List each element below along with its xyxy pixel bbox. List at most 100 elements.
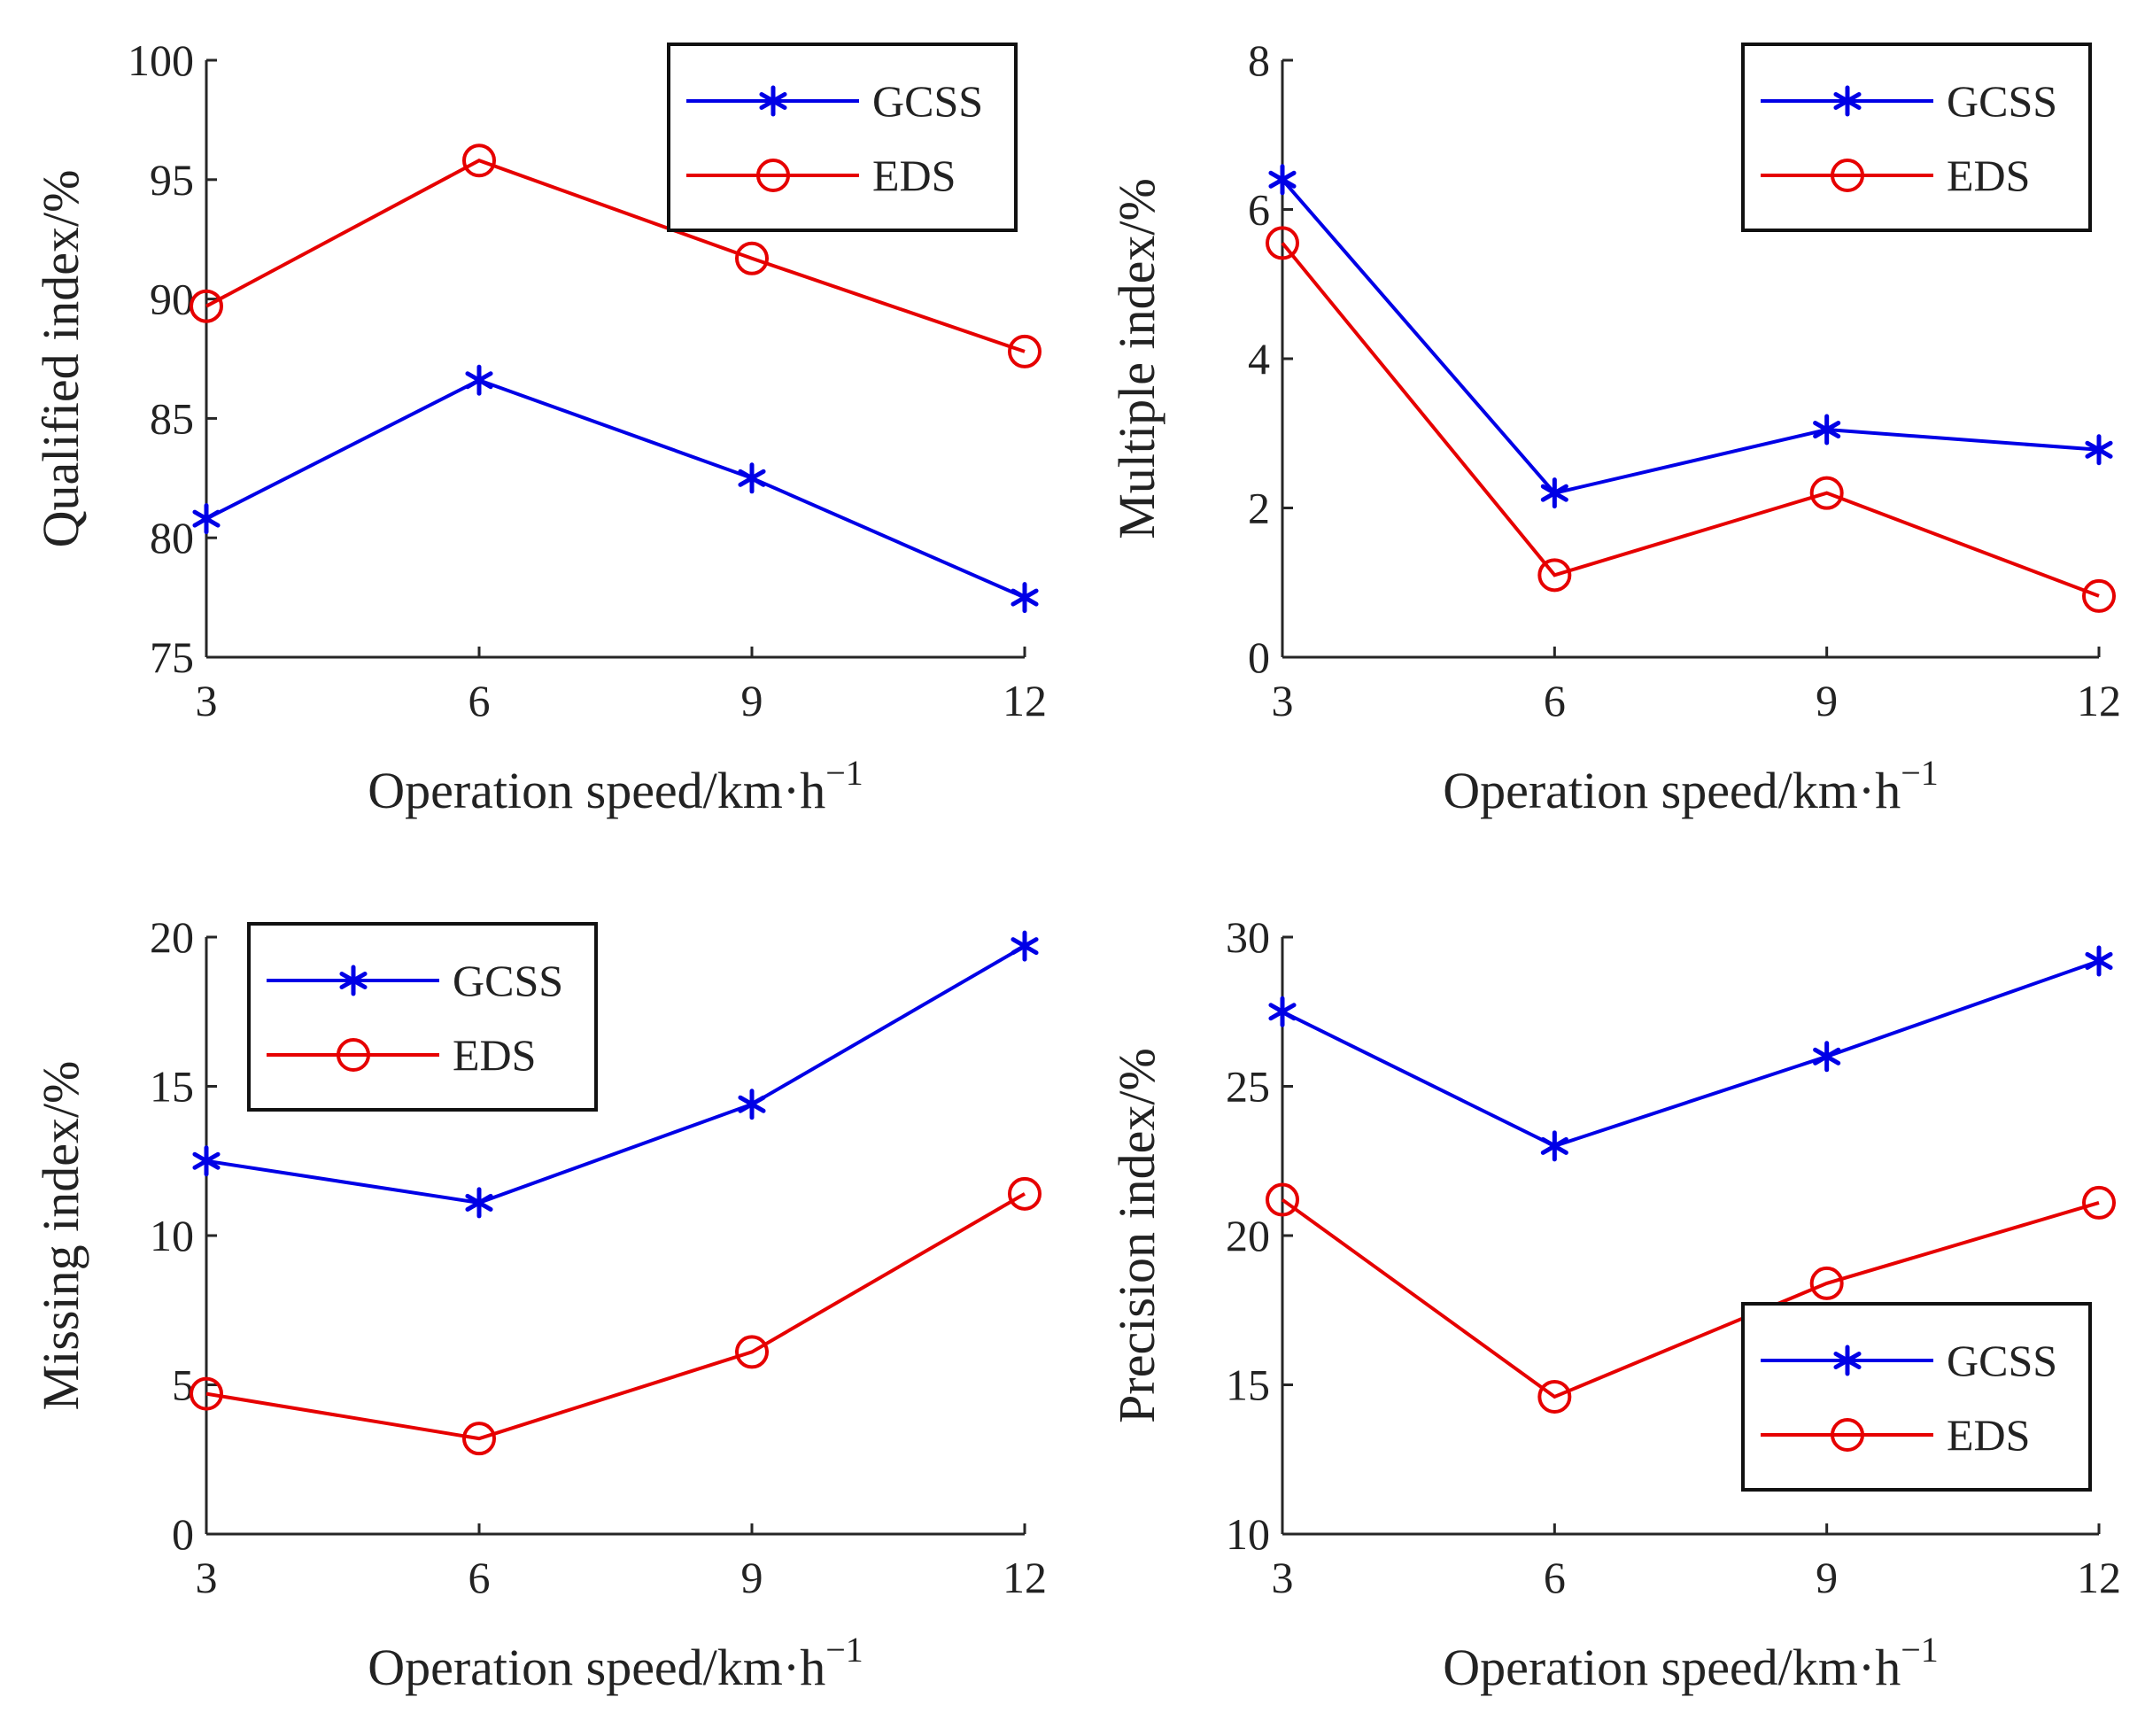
- legend-marker: [756, 159, 790, 192]
- y-tick-label: 30: [1226, 912, 1270, 962]
- legend-entry-gcss: GCSS: [1761, 1336, 2057, 1385]
- x-axis-label: Operation speed/km·h−1: [368, 753, 863, 819]
- data-point-gcss: [1011, 930, 1039, 962]
- legend-box: [247, 922, 598, 1112]
- data-point-gcss: [192, 1145, 221, 1177]
- x-axis-label: Operation speed/km·h−1: [1443, 1630, 1939, 1696]
- legend-marker: [759, 85, 787, 117]
- series-gcss: [1268, 945, 2113, 1162]
- x-tick-label: 6: [468, 1553, 491, 1602]
- y-tick-label: 90: [150, 275, 194, 324]
- series-line-eds: [205, 159, 1026, 353]
- series-line-gcss: [1281, 178, 2100, 495]
- legend-label: GCSS: [453, 956, 563, 1005]
- y-axis-label: Multiple index/%: [1108, 178, 1165, 539]
- legend-marker: [1831, 1418, 1864, 1452]
- y-tick-label: 75: [150, 632, 194, 682]
- y-tick-label: 25: [1226, 1062, 1270, 1112]
- data-point-eds: [1008, 1176, 1042, 1211]
- chart-4: 10 15 20 25 30 3 6 9 12 Operation speed/km·h−1 Pre…: [1108, 912, 2121, 1696]
- data-point-gcss: [1813, 1041, 1841, 1073]
- x-tick-label: 9: [1816, 1553, 1838, 1602]
- data-point-eds: [462, 143, 496, 178]
- data-point-eds: [735, 1335, 769, 1369]
- legend-label: GCSS: [1947, 1336, 2057, 1385]
- y-tick-label: 0: [172, 1509, 194, 1559]
- series-line-eds: [1281, 242, 2100, 598]
- legend-label: GCSS: [872, 76, 983, 126]
- y-axis-label: Precision index/%: [1108, 1048, 1165, 1423]
- legend-marker: [339, 965, 368, 996]
- data-point-eds: [1537, 1379, 1572, 1414]
- series-gcss: [192, 930, 1039, 1219]
- legend-label: EDS: [1947, 151, 2030, 200]
- legend-entry-eds: EDS: [1761, 1410, 2030, 1460]
- y-tick-label: 5: [172, 1360, 194, 1410]
- legend-entry-gcss: GCSS: [267, 956, 563, 1005]
- x-tick-label: 12: [1003, 676, 1047, 725]
- legend-box: [667, 43, 1018, 232]
- x-tick-label: 3: [1272, 676, 1294, 725]
- y-tick-label: 20: [1226, 1211, 1270, 1260]
- data-point-eds: [2082, 1185, 2116, 1220]
- series-eds: [1266, 1182, 2116, 1414]
- y-tick-label: 6: [1248, 185, 1270, 235]
- legend-marker: [337, 1038, 370, 1072]
- x-tick-label: 6: [1544, 1553, 1566, 1602]
- series-line-gcss: [1282, 959, 2100, 1149]
- x-tick-label: 12: [2077, 676, 2121, 725]
- data-point-gcss: [192, 503, 221, 535]
- y-tick-label: 10: [1226, 1509, 1270, 1559]
- legend-marker: [1831, 159, 1864, 192]
- legend: GCSS EDS: [1741, 1302, 2092, 1492]
- data-point-gcss: [2085, 434, 2113, 466]
- data-point-eds: [1008, 334, 1042, 368]
- x-tick-label: 3: [1272, 1553, 1294, 1602]
- series-line-eds: [1281, 1197, 2100, 1399]
- data-point-gcss: [465, 364, 493, 396]
- legend-label: GCSS: [1947, 76, 2057, 126]
- legend-label: EDS: [872, 151, 956, 200]
- chart-2: 0 2 4 6 8 3 6 9 12 Operation speed/km·h−1 Multiple…: [1108, 35, 2121, 819]
- data-point-eds: [1809, 476, 1844, 510]
- legend-entry-eds: EDS: [1761, 151, 2030, 200]
- y-tick-label: 95: [150, 155, 194, 205]
- legend: GCSS EDS: [1741, 43, 2092, 232]
- data-point-eds: [1537, 558, 1572, 593]
- y-tick-label: 10: [150, 1211, 194, 1260]
- y-axis-label: Missing index/%: [32, 1061, 89, 1411]
- y-tick-label: 15: [1226, 1360, 1270, 1410]
- series-eds: [1266, 226, 2116, 613]
- data-point-gcss: [465, 1187, 493, 1219]
- data-point-gcss: [1268, 996, 1297, 1027]
- data-point-gcss: [1540, 477, 1568, 509]
- series-eds: [190, 1176, 1042, 1456]
- x-tick-label: 9: [741, 676, 763, 725]
- y-tick-label: 80: [150, 513, 194, 562]
- y-tick-label: 100: [128, 35, 194, 85]
- data-point-eds: [462, 1422, 496, 1456]
- x-tick-label: 12: [1003, 1553, 1047, 1602]
- data-point-eds: [2082, 578, 2116, 613]
- chart-3: 0 5 10 15 20 3 6 9 12 Operation speed/km·h−1 Missi…: [32, 912, 1047, 1696]
- legend-box: [1741, 1302, 2092, 1492]
- legend-entry-gcss: GCSS: [686, 76, 983, 126]
- data-point-eds: [1266, 226, 1299, 260]
- data-point-gcss: [1813, 414, 1841, 446]
- y-tick-label: 15: [150, 1062, 194, 1112]
- series-line-eds: [205, 1192, 1026, 1441]
- data-point-gcss: [738, 462, 766, 494]
- data-point-gcss: [1011, 582, 1039, 614]
- data-point-eds: [190, 1376, 223, 1411]
- legend-box: [1741, 43, 2092, 232]
- data-point-gcss: [1540, 1130, 1568, 1162]
- x-tick-label: 6: [1544, 676, 1566, 725]
- x-tick-label: 9: [741, 1553, 763, 1602]
- data-point-gcss: [1268, 164, 1297, 196]
- x-tick-label: 9: [1816, 676, 1838, 725]
- legend-entry-eds: EDS: [686, 151, 956, 200]
- y-axis-label: Qualified index/%: [32, 170, 89, 548]
- y-tick-label: 2: [1248, 484, 1270, 533]
- y-tick-label: 20: [150, 912, 194, 962]
